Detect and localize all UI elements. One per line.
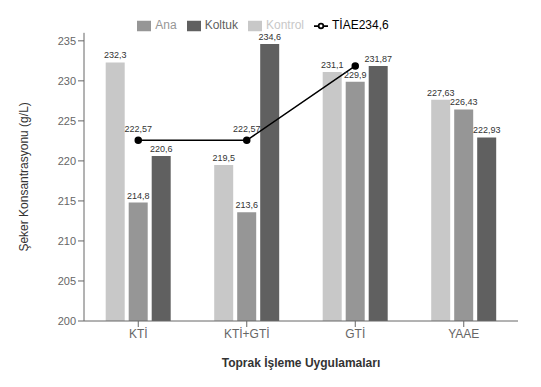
html-text:Koltuk: Koltuk (204, 18, 238, 32)
svg-text:213,6: 213,6 (235, 200, 258, 210)
svg-text:Toprak İşleme Uygulamaları: Toprak İşleme Uygulamaları (222, 355, 381, 370)
svg-text:KTİ+GTİ: KTİ+GTİ (224, 327, 270, 341)
svg-text:231,1: 231,1 (321, 60, 344, 70)
html-text:Ana: Ana (155, 18, 177, 32)
svg-text:222,93: 222,93 (473, 125, 501, 135)
svg-text:YAAE: YAAE (448, 327, 479, 341)
svg-text:215: 215 (58, 195, 76, 207)
svg-text:227,63: 227,63 (427, 88, 455, 98)
svg-text:225: 225 (58, 115, 76, 127)
svg-text:220,6: 220,6 (150, 144, 173, 154)
svg-text:232,3: 232,3 (104, 50, 127, 60)
svg-text:205: 205 (58, 275, 76, 287)
svg-text:231,87: 231,87 (364, 54, 392, 64)
svg-text:220: 220 (58, 155, 76, 167)
svg-text:KTİ: KTİ (129, 327, 148, 341)
svg-text:226,43: 226,43 (450, 97, 478, 107)
html-text:TİAE234,6: TİAE234,6 (332, 18, 389, 32)
svg-text:230: 230 (58, 75, 76, 87)
svg-text:214,8: 214,8 (127, 191, 150, 201)
svg-text:222,57: 222,57 (233, 124, 261, 134)
svg-text:234,6: 234,6 (258, 32, 281, 42)
svg-text:235: 235 (58, 35, 76, 47)
svg-text:210: 210 (58, 235, 76, 247)
svg-text:GTİ: GTİ (345, 327, 365, 341)
svg-text:222,57: 222,57 (124, 124, 152, 134)
svg-text:Şeker Konsantrasyonu (g/L): Şeker Konsantrasyonu (g/L) (17, 102, 31, 251)
svg-text:229,9: 229,9 (344, 70, 367, 80)
svg-text:200: 200 (58, 315, 76, 327)
html-text:Kontrol: Kontrol (266, 18, 304, 32)
svg-text:219,5: 219,5 (212, 153, 235, 163)
